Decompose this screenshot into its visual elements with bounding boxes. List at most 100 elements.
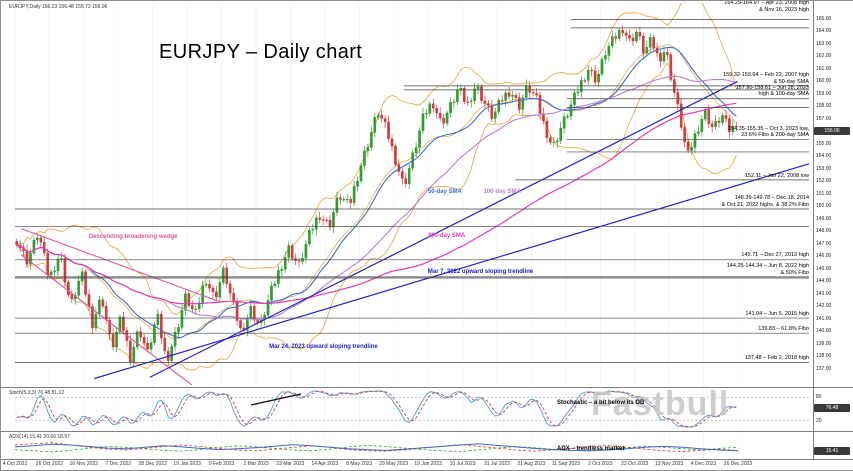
candle-body <box>635 32 638 42</box>
panel-separator[interactable] <box>1 387 853 388</box>
date-axis-label: 28 Dec 2022 <box>138 461 167 467</box>
main-price-chart[interactable] <box>1 1 813 387</box>
candle-body <box>380 114 383 119</box>
price-axis-label: 165.00 <box>816 15 832 22</box>
candle-body <box>707 109 711 124</box>
date-axis-label: 26 Dec 2023 <box>723 461 753 467</box>
candle-body <box>84 271 87 295</box>
price-axis-label: 161.00 <box>816 65 832 72</box>
stochastic-panel[interactable] <box>1 388 813 431</box>
candle-body <box>428 103 432 114</box>
candle-body <box>335 197 339 213</box>
candle-body <box>645 47 649 54</box>
candle-body <box>511 94 514 97</box>
candle-body <box>180 310 184 328</box>
candle-body <box>191 305 194 310</box>
panel-separator[interactable] <box>1 459 853 460</box>
candle-body <box>77 280 80 296</box>
sma50-line <box>16 46 737 339</box>
panel-separator[interactable] <box>1 431 853 432</box>
candle-body <box>67 281 70 296</box>
bollinger-upper-band <box>16 3 737 315</box>
candle-body <box>421 113 425 131</box>
candle-body <box>590 69 593 72</box>
candle-body <box>363 150 366 166</box>
wedge-line <box>21 254 193 385</box>
candle-body <box>366 146 370 152</box>
price-axis-label: 149.00 <box>816 215 832 222</box>
candle-body <box>445 112 449 124</box>
stochastic-note: Stochastic – a bit below its OB <box>557 400 645 406</box>
candle-body <box>528 85 532 93</box>
date-axis-label: 14 Apr 2023 <box>311 461 339 467</box>
adx-note: ADX – trendless market <box>557 446 625 452</box>
candle-body <box>287 245 291 258</box>
date-axis-label: 10 Jul 2023 <box>449 461 476 467</box>
price-axis-label: 144.00 <box>816 278 832 285</box>
candle-body <box>290 245 294 259</box>
price-axis-label: 152.00 <box>816 178 832 185</box>
stochastic-axis-label: 20 <box>816 417 822 424</box>
candle-body <box>304 243 308 259</box>
candle-body <box>628 35 631 39</box>
candle-body <box>586 69 590 81</box>
candle-body <box>697 131 700 134</box>
candle-body <box>370 132 373 148</box>
candle-body <box>721 115 724 123</box>
candle-body <box>545 120 549 138</box>
adx-main-line <box>14 443 739 452</box>
date-axis-label: 4 Oct 2022 <box>2 461 28 467</box>
candle-body <box>394 145 397 165</box>
candle-body <box>383 118 387 123</box>
candle-body <box>469 100 473 103</box>
candle-body <box>149 342 153 350</box>
candle-body <box>583 80 587 82</box>
date-axis-label: 19 Jan 2023 <box>173 461 201 467</box>
date-axis-label: 23 Mar 2023 <box>276 461 305 467</box>
price-axis-label: 154.00 <box>816 153 832 160</box>
candle-body <box>15 240 19 246</box>
candle-body <box>476 86 480 90</box>
candle-body <box>597 73 600 83</box>
candle-body <box>552 141 556 144</box>
candle-body <box>487 103 490 106</box>
candle-body <box>483 100 487 104</box>
mar24-2023-upward-trendline <box>149 80 738 378</box>
candle-body <box>204 284 208 286</box>
candle-body <box>621 29 624 34</box>
adx-minus-di-line <box>14 442 739 452</box>
candle-body <box>524 85 528 98</box>
candle-body <box>328 220 332 228</box>
adx-panel[interactable] <box>1 432 813 459</box>
candle-body <box>53 270 56 273</box>
date-axis-label: 16 Nov 2022 <box>69 461 99 467</box>
candle-body <box>700 118 704 132</box>
price-axis-label: 155.00 <box>816 140 832 147</box>
price-axis-label: 143.00 <box>816 290 832 297</box>
bollinger-lower-band <box>16 62 737 371</box>
price-axis-label: 153.00 <box>816 165 832 172</box>
candle-body <box>690 147 693 151</box>
candle-body <box>91 306 94 329</box>
candle-body <box>36 237 39 241</box>
candle-body <box>32 239 36 254</box>
date-axis-label: 29 May 2023 <box>379 461 409 467</box>
candle-body <box>652 37 655 49</box>
candle-body <box>717 120 721 123</box>
candle-body <box>153 324 156 344</box>
candle-body <box>373 117 377 133</box>
candle-body <box>115 331 118 348</box>
candle-body <box>252 305 256 321</box>
date-axis-label: 21 Aug 2023 <box>517 461 546 467</box>
candle-body <box>449 102 452 114</box>
candle-body <box>246 317 249 331</box>
candle-body <box>387 121 390 139</box>
candle-body <box>542 113 545 122</box>
drawn-trend-segment <box>250 393 302 406</box>
candle-body <box>638 32 642 37</box>
date-axis-label: 2 Mar 2023 <box>243 461 269 467</box>
candle-body <box>466 101 470 103</box>
chart-title: EURJPY – Daily chart <box>159 41 363 63</box>
price-axis-label: 150.00 <box>816 203 832 210</box>
date-axis-label: 7 Dec 2022 <box>105 461 132 467</box>
